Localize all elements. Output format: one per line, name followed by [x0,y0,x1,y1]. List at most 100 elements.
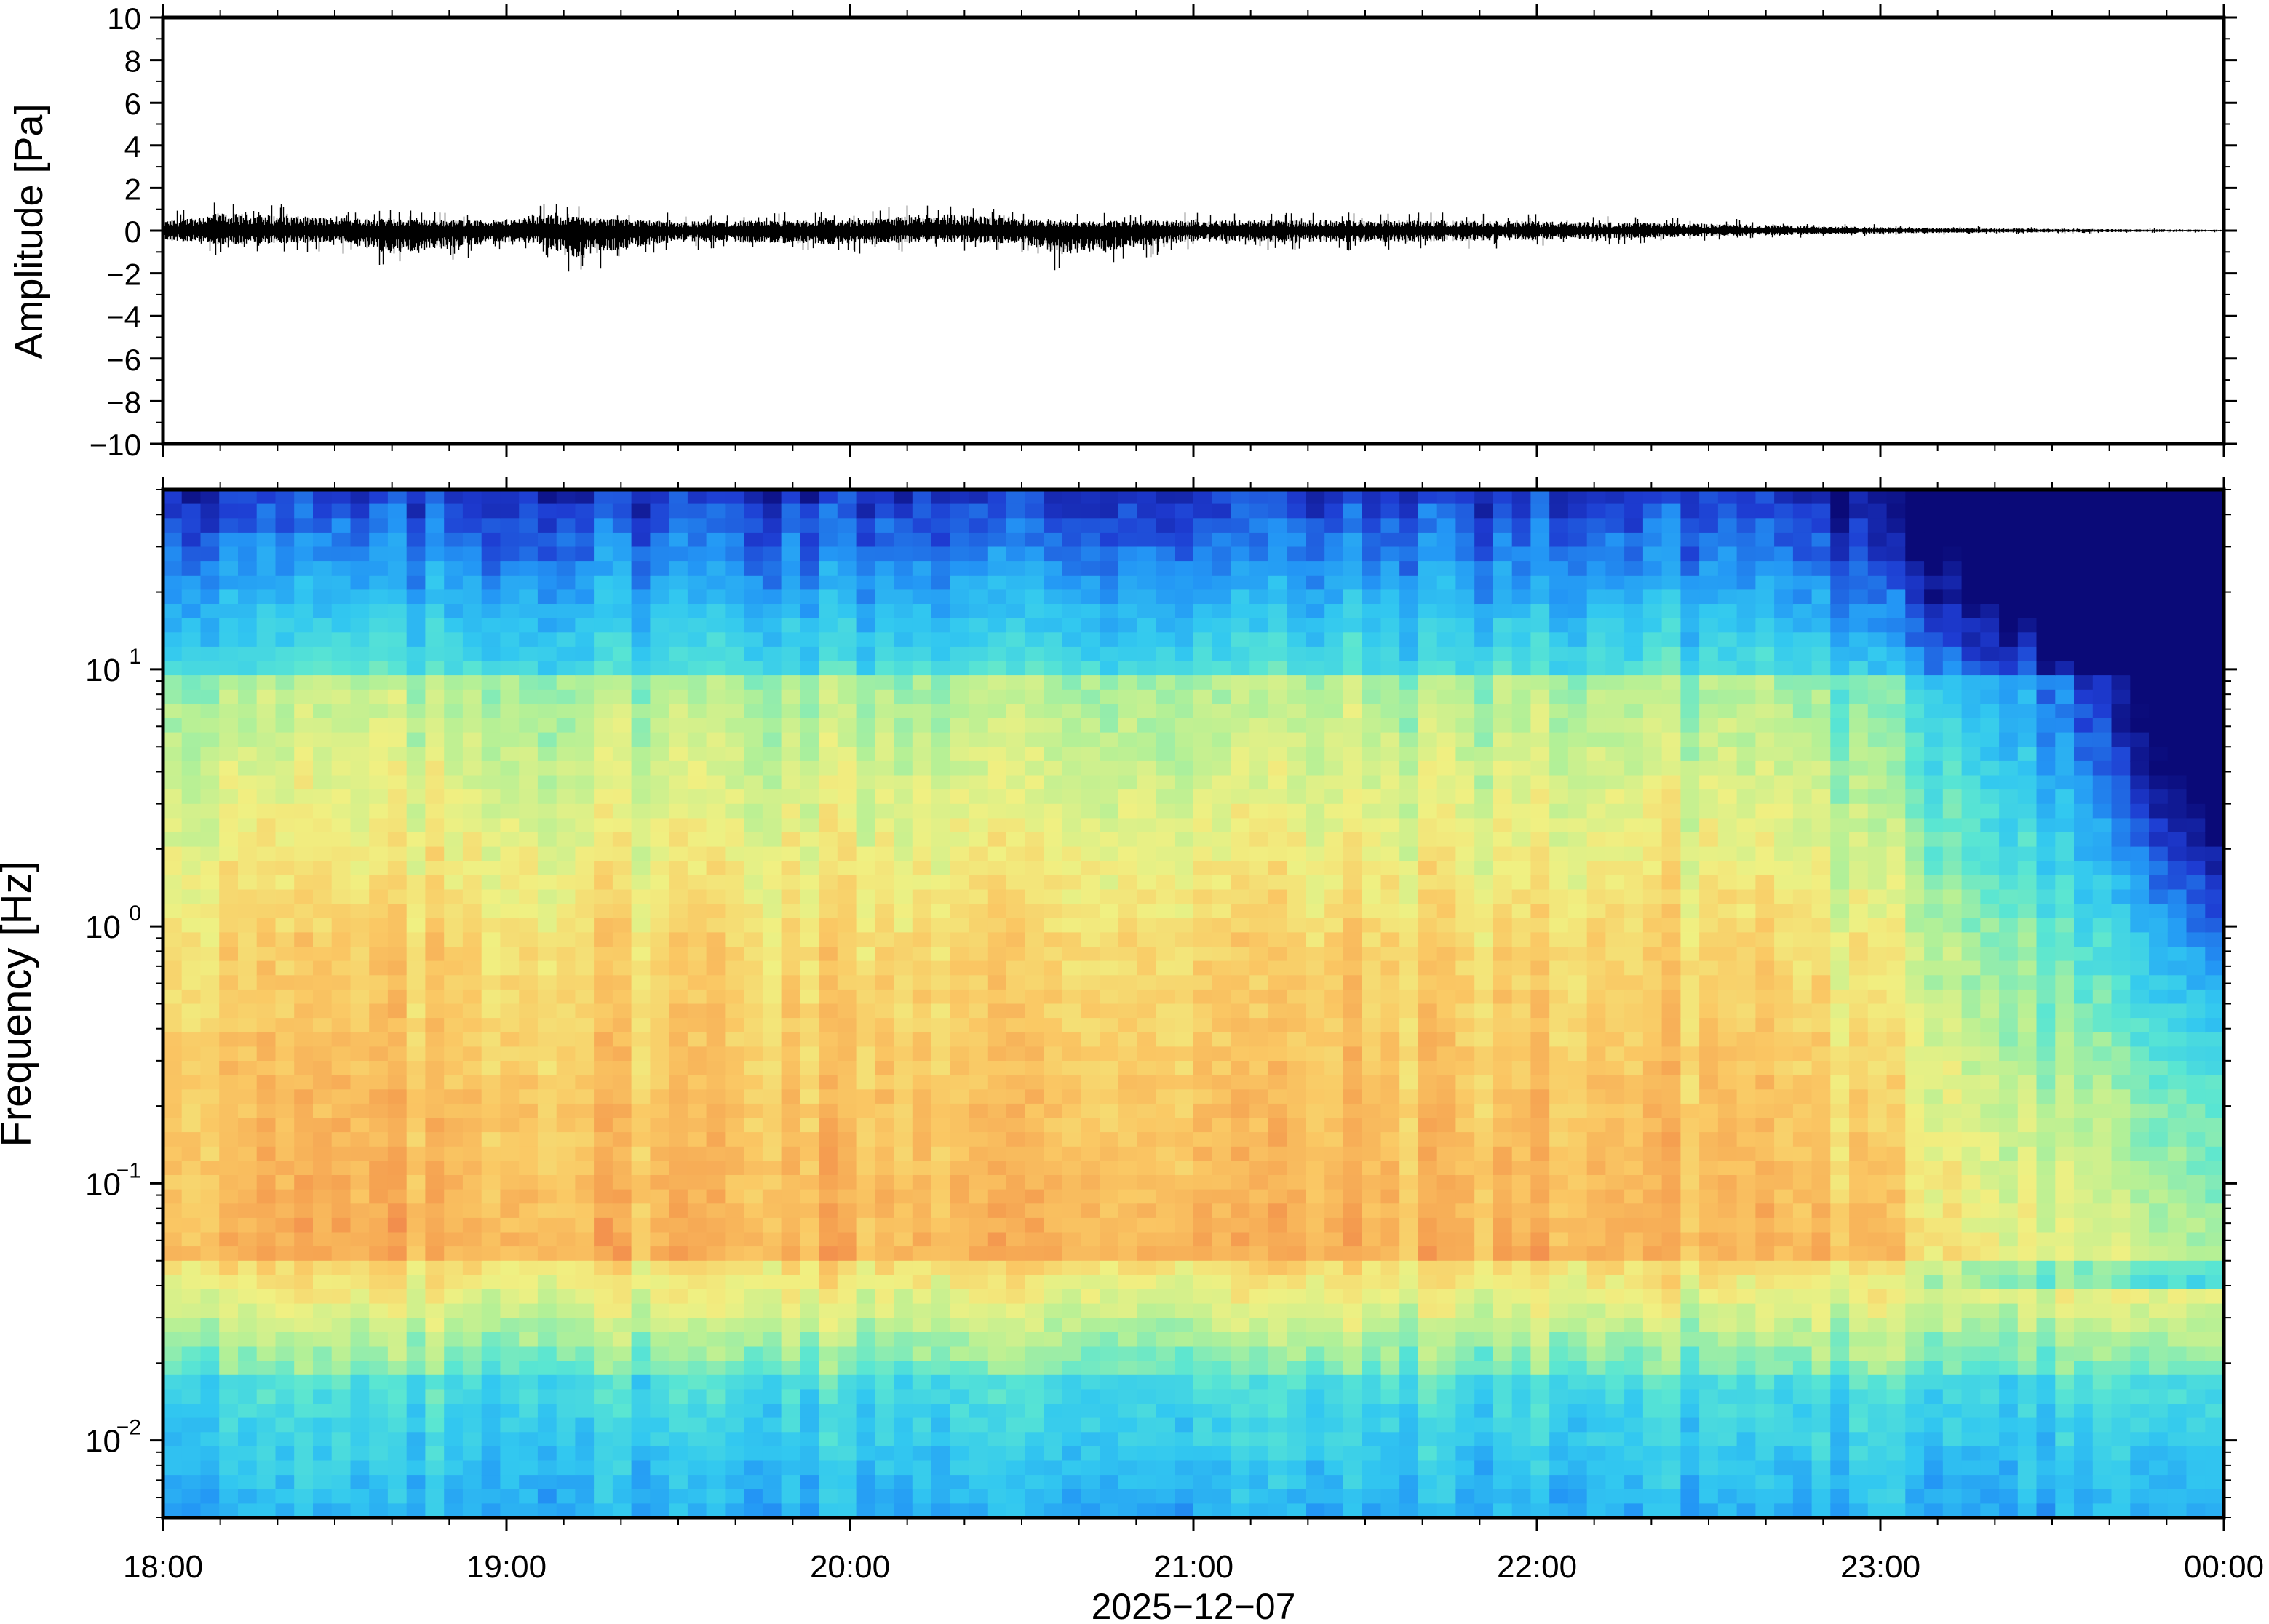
spectrogram-cell [1268,1389,1288,1404]
spectrogram-cell [1212,1389,1232,1404]
spectrogram-cell [800,1489,819,1505]
spectrogram-cell [163,832,183,848]
spectrogram-cell [444,875,464,891]
spectrogram-cell [519,1146,539,1162]
spectrogram-cell [687,632,707,648]
spectrogram-cell [706,1089,726,1104]
spectrogram-cell [612,947,632,962]
spectrogram-cell [500,1203,520,1219]
spectrogram-cell [331,789,351,805]
spectrogram-cell [1231,904,1251,919]
spectrogram-cell [1418,718,1438,733]
spectrogram-cell [462,561,482,576]
spectrogram-cell [500,1374,520,1390]
spectrogram-cell [1399,1203,1419,1219]
spectrogram-cell [912,1374,932,1390]
spectrogram-cell [950,1346,969,1362]
spectrogram-cell [987,546,1007,562]
spectrogram-cell [1380,618,1401,634]
spectrogram-cell [1118,775,1138,791]
spectrogram-cell [1175,1189,1194,1205]
spectrogram-cell [500,1046,520,1062]
spectrogram-cell [687,503,707,520]
spectrogram-cell [1062,589,1082,605]
spectrogram-cell [1006,1389,1026,1404]
spectrogram-cell [519,732,539,748]
spectrogram-cell [163,989,183,1005]
spectrogram-cell [1175,1404,1194,1419]
spectrogram-cell [1156,1046,1176,1062]
spectrogram-cell [500,618,520,634]
spectrogram-cell [163,1404,183,1419]
spectrogram-cell [425,1075,445,1091]
spectrogram-cell [1399,975,1419,990]
spectrogram-cell [313,1003,333,1019]
spectrogram-cell [425,1061,445,1076]
spectrogram-cell [1306,1075,1326,1091]
spectrogram-cell [800,675,819,690]
spectrogram-cell [875,1475,894,1490]
spectrogram-cell [950,561,969,576]
spectrogram-cell [1137,1075,1157,1091]
spectrogram-cell [987,1432,1007,1447]
spectrogram-cell [350,947,370,962]
spectrogram-cell [1306,775,1326,791]
spectrogram-cell [1044,1318,1063,1333]
spectrogram-cell [837,760,857,776]
spectrogram-cell [687,1075,707,1091]
spectrogram-cell [744,718,763,733]
spectrogram-cell [837,1346,857,1362]
spectrogram-cell [387,803,408,819]
spectrogram-cell [275,1475,295,1490]
spectrogram-cell [444,918,464,934]
spectrogram-cell [1287,575,1307,591]
spectrogram-cell [894,1075,913,1091]
spectrogram-cell [875,1346,894,1362]
spectrogram-cell [706,1061,726,1076]
spectrogram-cell [406,1089,426,1104]
spectrogram-cell [894,1003,913,1019]
spectrogram-cell [612,1203,632,1219]
spectrogram-cell [894,1118,913,1134]
spectrogram-cell [1081,490,1101,505]
spectrogram-cell [819,1018,838,1033]
spectrogram-cell [781,1332,801,1348]
spectrogram-cell [519,532,539,548]
spectrogram-cell [706,1432,726,1447]
spectrogram-cell [1118,1432,1138,1447]
spectrogram-cell [406,1232,426,1248]
spectrogram-cell [950,932,969,947]
spectrogram-cell [894,1161,913,1176]
spectrogram-cell [687,1361,707,1376]
spectrogram-cell [556,1475,576,1490]
spectrogram-cell [256,632,277,648]
spectrogram-cell [1380,1318,1401,1333]
spectrogram-cell [500,975,520,990]
spectrogram-cell [969,789,988,805]
spectrogram-cell [181,1246,202,1262]
spectrogram-cell [462,1118,482,1134]
spectrogram-cell [556,818,576,833]
spectrogram-cell [612,989,632,1005]
spectrogram-cell [1175,1332,1194,1348]
spectrogram-cell [275,1318,295,1333]
spectrogram-cell [650,503,670,520]
spectrogram-cell [1268,1432,1288,1447]
spectrogram-cell [387,689,408,705]
spectrogram-cell [313,589,333,605]
spectrogram-cell [425,875,445,891]
spectrogram-cell [500,760,520,776]
spectrogram-cell [1362,646,1382,662]
spectrogram-cell [1118,1075,1138,1091]
spectrogram-cell [725,789,745,805]
spectrogram-cell [950,1046,969,1062]
spectrogram-cell [631,1389,651,1404]
spectrogram-cell [744,1232,763,1248]
spectrogram-cell [387,1203,408,1219]
spectrogram-cell [1044,1404,1063,1419]
spectrogram-cell [275,1018,295,1033]
spectrogram-cell [1362,803,1382,819]
spectrogram-cell [819,1003,838,1019]
spectrogram-cell [1287,1289,1307,1305]
spectrogram-cell [294,1303,314,1319]
